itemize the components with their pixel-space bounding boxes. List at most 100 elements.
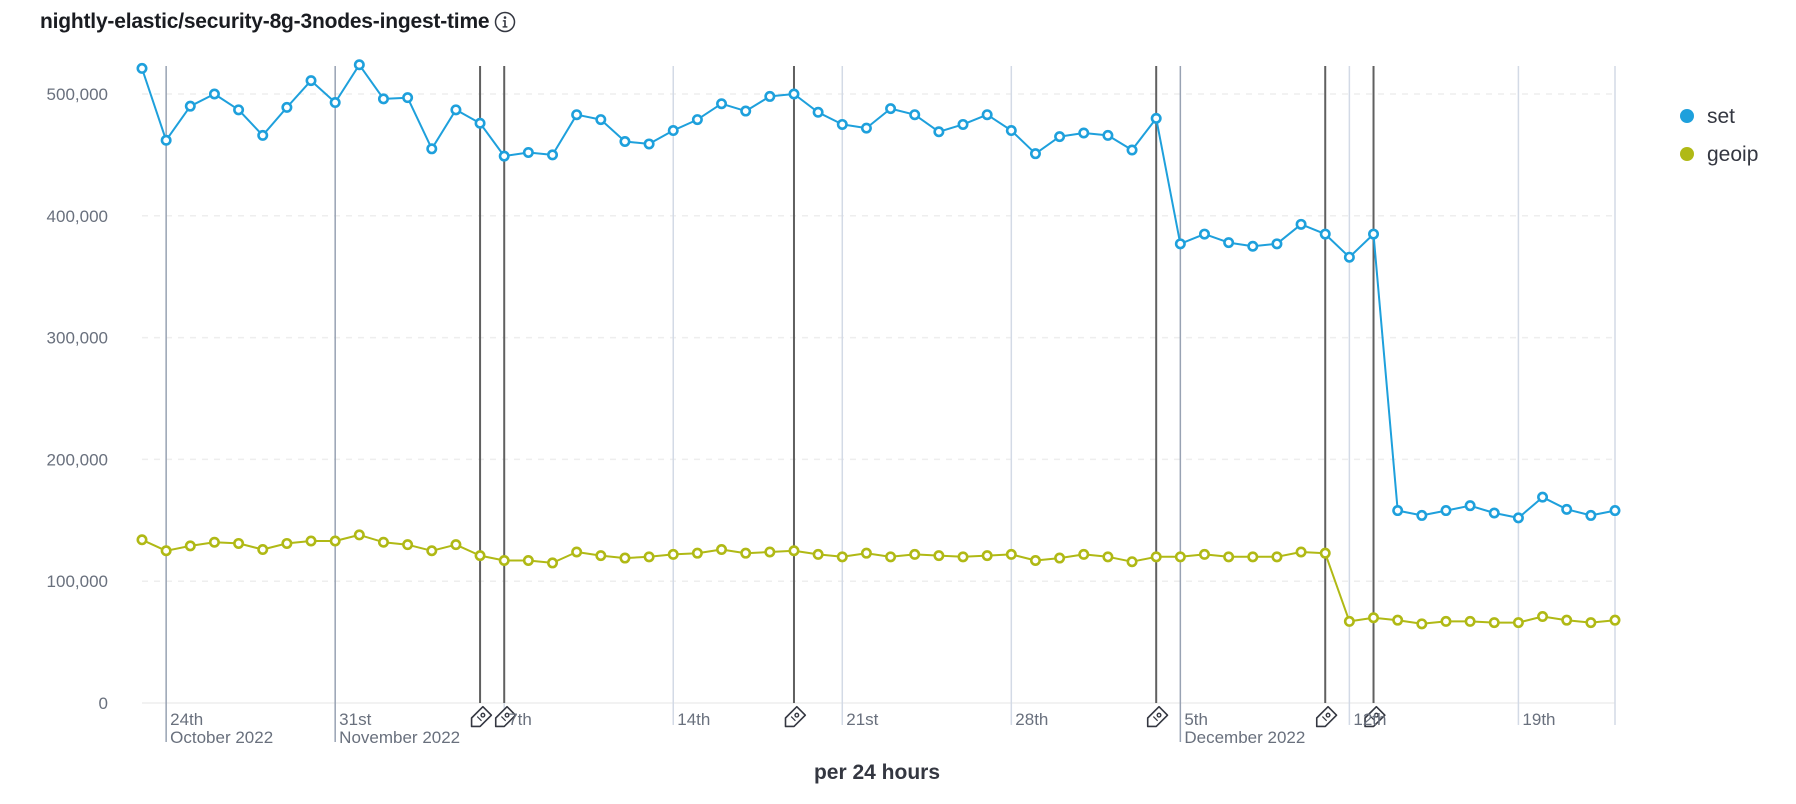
tag-icon: [1364, 705, 1386, 728]
data-point-set: [1416, 509, 1428, 521]
series-line-geoip: [141, 533, 1616, 625]
data-point-geoip: [1295, 546, 1307, 558]
legend-label-geoip: geoip: [1707, 143, 1758, 166]
x-tick-label: 19th: [1522, 710, 1555, 729]
data-point-set: [353, 59, 365, 71]
data-point-set: [1078, 127, 1090, 139]
x-tick-sublabel: November 2022: [339, 728, 460, 747]
data-point-geoip: [1585, 617, 1597, 629]
data-point-geoip: [1561, 614, 1573, 626]
data-point-geoip: [1392, 614, 1404, 626]
data-point-set: [933, 126, 945, 138]
data-point-set: [233, 104, 245, 116]
data-point-set: [860, 122, 872, 134]
annotation-markers: [470, 66, 1386, 728]
data-point-geoip: [691, 547, 703, 559]
data-point-set: [643, 138, 655, 150]
tag-icon-line: [1152, 716, 1159, 722]
y-tick-label: 200,000: [47, 450, 108, 469]
x-tick-label: 5th: [1184, 710, 1208, 729]
data-point-set: [377, 93, 389, 105]
data-point-geoip: [836, 551, 848, 563]
tag-icon-hole: [1373, 712, 1379, 718]
legend-swatch-geoip: [1680, 147, 1694, 161]
data-point-geoip: [426, 545, 438, 557]
x-tick-label: 12th: [1353, 710, 1386, 729]
data-point-set: [1343, 251, 1355, 263]
tag-icon-hole: [504, 712, 510, 718]
data-point-geoip: [160, 545, 172, 557]
x-tick-label: 21st: [846, 710, 878, 729]
data-point-set: [1464, 500, 1476, 512]
data-point-geoip: [1440, 615, 1452, 627]
data-point-geoip: [1512, 617, 1524, 629]
data-point-set: [788, 88, 800, 100]
data-point-geoip: [402, 539, 414, 551]
data-point-geoip: [1271, 551, 1283, 563]
tag-icon-hole: [794, 712, 800, 718]
info-icon[interactable]: [494, 11, 516, 33]
data-point-geoip: [764, 546, 776, 558]
chart-title-row: nightly-elastic/security-8g-3nodes-inges…: [40, 6, 516, 38]
data-point-geoip: [233, 537, 245, 549]
data-point-geoip: [1488, 617, 1500, 629]
data-point-set: [1247, 240, 1259, 252]
legend-label-set: set: [1707, 105, 1735, 128]
data-point-set: [691, 114, 703, 126]
data-point-geoip: [740, 547, 752, 559]
data-point-geoip: [957, 551, 969, 563]
data-point-geoip: [208, 536, 220, 548]
data-point-set: [764, 90, 776, 102]
tag-icon: [784, 705, 807, 728]
data-point-set: [1561, 503, 1573, 515]
series-layer: [136, 59, 1621, 630]
data-point-geoip: [377, 536, 389, 548]
data-point-set: [1005, 125, 1017, 137]
tag-icon: [1146, 705, 1169, 728]
data-point-set: [957, 118, 969, 130]
data-point-set: [1537, 491, 1549, 503]
x-tick-label: 14th: [677, 710, 710, 729]
data-point-geoip: [474, 550, 486, 562]
data-point-set: [136, 62, 148, 74]
data-point-geoip: [353, 529, 365, 541]
data-point-set: [160, 134, 172, 146]
y-tick-label: 400,000: [47, 207, 108, 226]
week-lines: [165, 66, 1616, 742]
data-point-set: [402, 92, 414, 104]
data-point-geoip: [1150, 551, 1162, 563]
data-point-geoip: [1464, 615, 1476, 627]
data-point-geoip: [1247, 551, 1259, 563]
data-point-geoip: [1223, 551, 1235, 563]
data-point-set: [595, 114, 607, 126]
data-point-set: [1368, 228, 1380, 240]
data-point-geoip: [498, 554, 510, 566]
y-tick-label: 100,000: [47, 572, 108, 591]
data-point-set: [885, 103, 897, 115]
data-point-set: [667, 125, 679, 137]
y-tick-label: 500,000: [47, 85, 108, 104]
data-point-geoip: [522, 554, 534, 566]
data-point-set: [547, 149, 559, 161]
data-point-set: [716, 98, 728, 110]
data-point-geoip: [1198, 548, 1210, 560]
series-line-set: [141, 63, 1616, 519]
y-axis: 0 100,000 200,000 300,000 400,000 500,000: [47, 85, 108, 713]
data-point-set: [1223, 237, 1235, 249]
legend-swatch-set: [1680, 109, 1694, 123]
data-point-geoip: [547, 557, 559, 569]
data-point-set: [522, 146, 534, 158]
data-point-set: [1102, 129, 1114, 141]
data-point-set: [305, 75, 317, 87]
x-tick-label: 31st: [339, 710, 371, 729]
data-point-geoip: [812, 548, 824, 560]
data-point-set: [1029, 148, 1041, 160]
data-point-set: [257, 129, 269, 141]
data-point-set: [619, 136, 631, 148]
tag-icon-hole: [1325, 712, 1331, 718]
legend: set geoip: [1680, 105, 1758, 166]
data-point-geoip: [885, 551, 897, 563]
data-point-geoip: [1078, 548, 1090, 560]
data-point-geoip: [860, 547, 872, 559]
data-point-geoip: [184, 540, 196, 552]
